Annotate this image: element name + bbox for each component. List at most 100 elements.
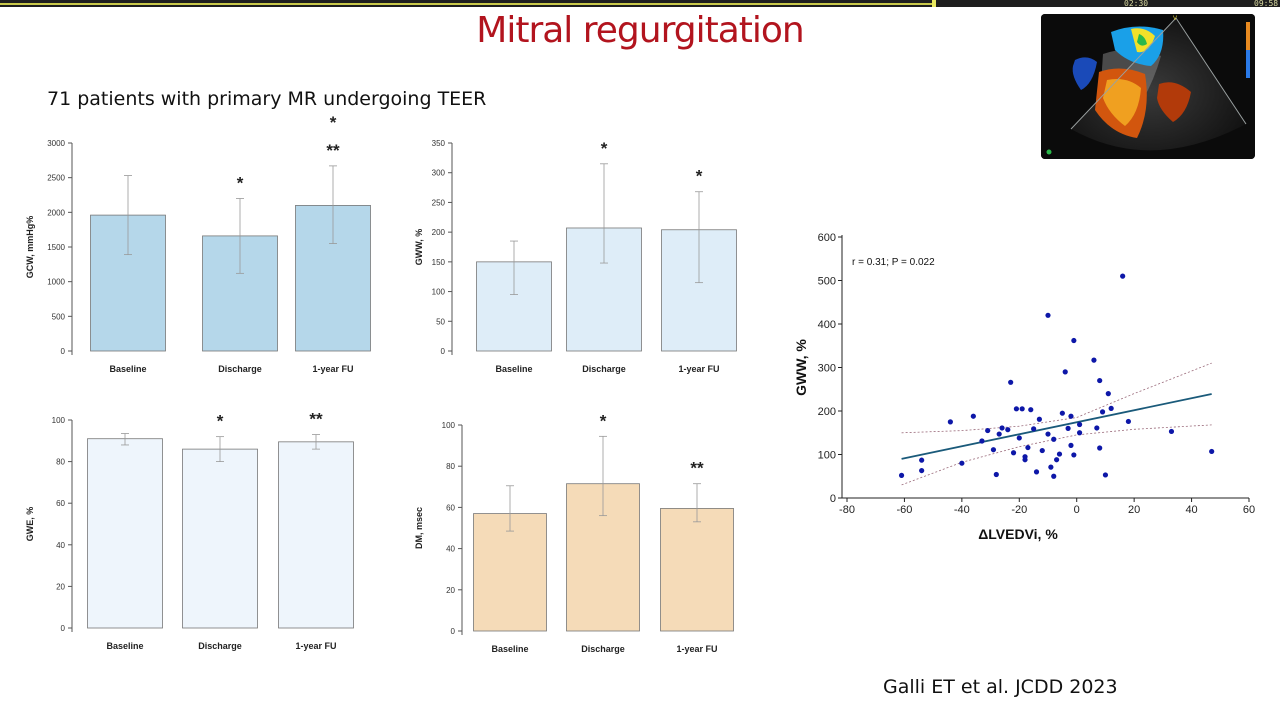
scatter-point: [1059, 410, 1065, 416]
video-progress-bar[interactable]: 02:30 09:58: [0, 0, 1280, 8]
scatter-point: [1016, 435, 1022, 441]
scatter-point: [1039, 447, 1045, 454]
scatter-point: [1056, 451, 1063, 457]
y-tick-label: 1500: [47, 243, 65, 252]
y-tick-label: 0: [61, 624, 66, 633]
y-tick-label: 40: [446, 545, 455, 554]
echo-marker: V: [1173, 16, 1177, 22]
y-axis-label: GWW, %: [414, 229, 424, 266]
correlation-annotation: r = 0.31; P = 0.022: [852, 257, 935, 268]
x-tick-label: Baseline: [491, 644, 528, 654]
y-axis-label: DM, msec: [414, 507, 424, 549]
scatter-point: [1051, 473, 1057, 479]
y-tick-label: 3000: [47, 139, 65, 148]
y-tick-label: 2000: [47, 208, 65, 217]
x-tick-label: Baseline: [106, 641, 143, 651]
y-tick-label: 0: [830, 493, 836, 505]
x-tick-label: 1-year FU: [295, 641, 336, 651]
citation: Galli ET et al. JCDD 2023: [883, 676, 1118, 698]
scatter-point: [1054, 457, 1060, 463]
y-tick-label: 2500: [47, 174, 65, 183]
scatter-point: [1076, 421, 1083, 428]
x-tick-label: -40: [954, 504, 970, 516]
scatter-point: [1036, 416, 1042, 422]
y-tick-label: 600: [818, 232, 836, 244]
gwe-bar-chart: 0 20 40 60 80 100 GWE, % Baseline Discharge * 1-ye…: [25, 410, 354, 651]
x-tick-label: Discharge: [581, 644, 625, 654]
significance-marker: *: [217, 412, 224, 431]
x-tick-label: -60: [896, 504, 912, 516]
x-tick-label: 1-year FU: [676, 644, 717, 654]
y-tick-label: 100: [432, 288, 446, 297]
bar: [660, 508, 734, 632]
y-tick-label: 500: [52, 312, 66, 321]
y-tick-label: 400: [818, 319, 836, 331]
y-tick-label: 200: [818, 406, 836, 418]
x-tick-label: 1-year FU: [678, 364, 719, 374]
slide-subtitle: 71 patients with primary MR undergoing T…: [47, 88, 487, 110]
significance-marker: *: [600, 411, 607, 430]
y-axis-label: GCW, mmHg%: [25, 216, 35, 279]
regression-line: [901, 393, 1212, 460]
significance-marker: *: [696, 167, 703, 186]
scatter-point: [898, 472, 905, 478]
scatter-point: [1010, 450, 1017, 456]
y-tick-label: 100: [442, 421, 456, 430]
x-tick-label: Discharge: [198, 641, 242, 651]
scatter-point: [1102, 472, 1109, 478]
echo-doppler-image: V: [1041, 14, 1255, 159]
y-tick-label: 50: [436, 317, 445, 326]
progress-handle[interactable]: [932, 0, 937, 7]
gcw-bar-chart: 0 500 1000 1500 2000 2500 3000 GCW, mmHg% Baseli…: [25, 113, 371, 374]
y-tick-label: 300: [818, 363, 836, 375]
ci-upper-line: [901, 362, 1212, 434]
significance-marker: **: [690, 459, 704, 478]
y-tick-label: 100: [52, 416, 66, 425]
scatter-point: [1051, 436, 1057, 442]
ci-lower-line: [901, 424, 1212, 486]
y-tick-label: 80: [56, 458, 65, 467]
scatter-point: [996, 431, 1002, 437]
scatter-point: [1068, 442, 1074, 448]
y-axis-label: GWE, %: [25, 507, 35, 542]
x-tick-label: -80: [839, 504, 855, 516]
y-tick-label: 500: [818, 276, 836, 288]
bar: [278, 441, 354, 629]
dm-bar-chart: 0 20 40 60 80 100 DM, msec Baseline Discharge * 1-…: [414, 411, 734, 654]
scatter-point: [1068, 413, 1074, 419]
x-tick-label: 40: [1185, 504, 1197, 516]
bar: [87, 438, 163, 629]
bar: [182, 448, 258, 629]
scatter-point: [1071, 337, 1077, 344]
scatter-point: [979, 438, 985, 444]
scatter-point: [993, 471, 999, 478]
scatter-point: [1125, 418, 1131, 425]
significance-marker: *: [601, 139, 608, 158]
x-tick-label: Discharge: [582, 364, 626, 374]
scatter-point: [1019, 406, 1025, 412]
y-tick-label: 100: [818, 450, 836, 462]
scatter-point: [919, 467, 925, 474]
y-tick-label: 0: [61, 347, 66, 356]
scatter-point: [1065, 425, 1071, 431]
scatter-point: [1013, 406, 1020, 412]
scatter-point: [985, 427, 991, 434]
x-tick-label: 1-year FU: [312, 364, 353, 374]
scatter-point: [1108, 405, 1114, 411]
y-tick-label: 250: [432, 198, 446, 207]
scatter-point: [999, 425, 1005, 431]
y-tick-label: 20: [56, 582, 65, 591]
y-tick-label: 300: [432, 169, 446, 178]
scatter-point: [1094, 425, 1100, 431]
scatter-point: [1031, 426, 1037, 432]
scatter-point: [970, 413, 976, 419]
scatter-point: [1168, 428, 1175, 435]
significance-marker: *: [237, 173, 244, 192]
x-tick-label: 0: [1074, 504, 1080, 516]
significance-marker: **: [326, 141, 340, 160]
scatter-point: [1045, 312, 1051, 318]
total-time: 09:58: [1254, 0, 1279, 8]
scatter-point: [1033, 469, 1040, 475]
scatter-point: [1099, 409, 1106, 415]
y-tick-label: 350: [432, 139, 446, 148]
